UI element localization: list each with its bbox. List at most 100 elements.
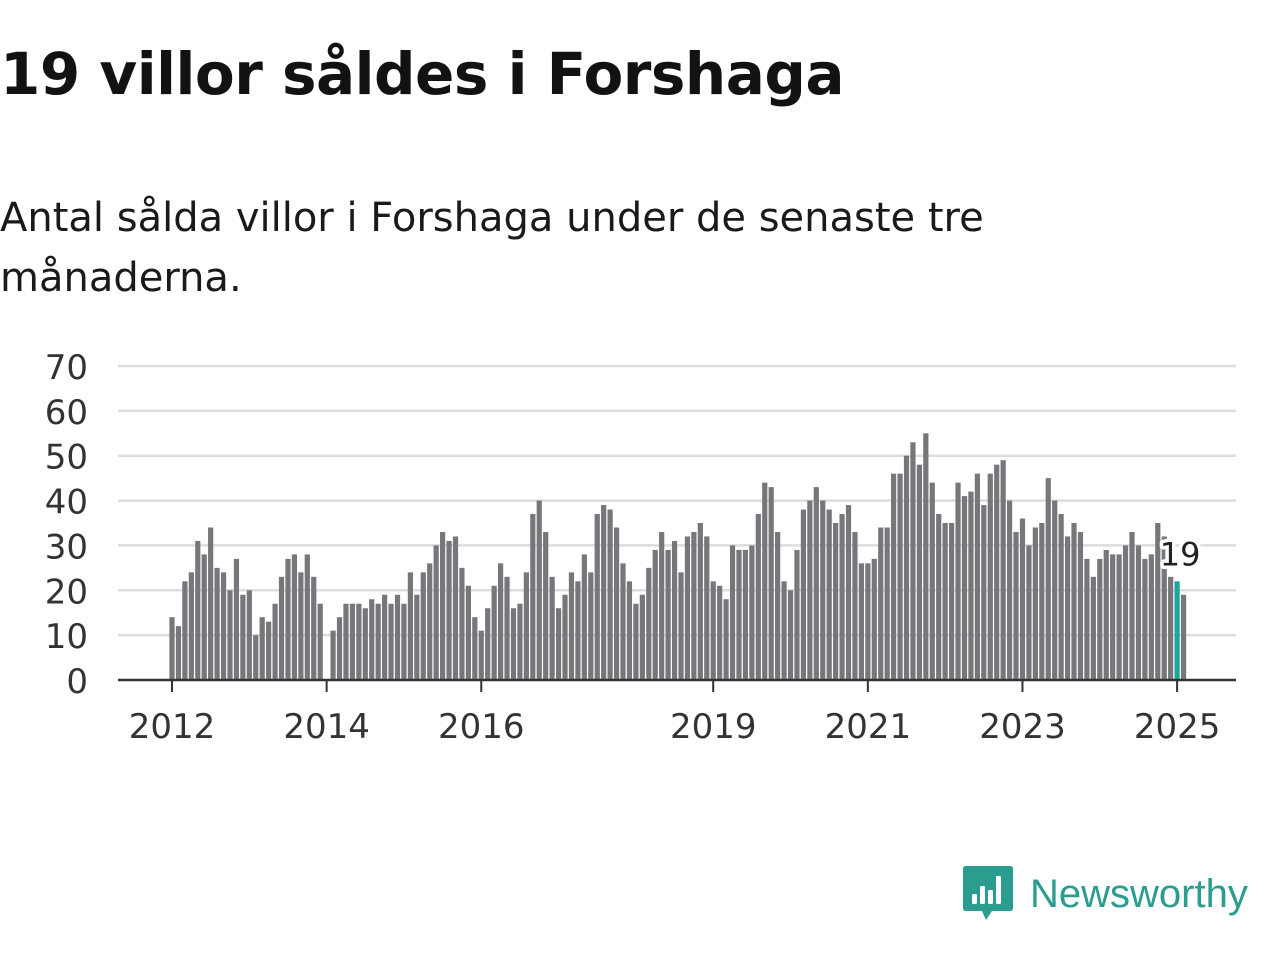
x-tick-label: 2019 [670,707,757,747]
bar [1103,549,1109,680]
bar [555,608,562,680]
annotations: 19 [1156,532,1204,577]
chart-title: 19 villor såldes i Forshaga [0,40,845,108]
bar [884,527,890,680]
bar [923,433,929,680]
bar [382,594,388,680]
bar [1135,545,1142,680]
y-tick-label: 20 [45,572,88,612]
bar [517,603,523,680]
bar [246,590,252,680]
bar [362,608,368,680]
bar [472,617,478,680]
bar [916,464,922,680]
bar [311,576,317,680]
bar [201,554,207,680]
bar [1155,523,1161,680]
bar [304,554,310,680]
bar [543,531,549,680]
bar [755,514,761,680]
bar [1090,576,1096,680]
bar [568,572,575,680]
bar [775,531,781,680]
bar [652,549,658,680]
bar [285,558,291,680]
bar [1026,545,1032,680]
bar [646,567,652,680]
highlight-value-label: 19 [1160,535,1201,573]
bar [272,603,278,680]
bar [807,500,813,680]
bar [1000,460,1006,680]
bar [330,630,336,680]
y-tick-label: 60 [45,393,88,433]
bar [407,572,413,680]
bar [826,509,832,680]
bar [491,585,497,680]
bar [414,594,420,680]
bar [800,509,807,680]
bar [1039,523,1045,680]
bar [903,455,910,680]
bar [523,572,529,680]
bar [208,527,214,680]
bar [562,594,568,680]
bar [440,531,446,680]
bar [987,473,993,680]
bar [497,563,504,680]
bar [1168,576,1174,680]
bar [697,523,703,680]
bar [833,523,839,680]
bar [536,500,542,680]
bar [601,505,607,680]
bar [684,536,691,680]
bar [1084,558,1090,680]
bar [594,514,600,680]
bar [839,514,845,680]
bar [897,473,903,680]
bar [1032,527,1038,680]
bar [336,617,343,680]
bar [1045,478,1051,680]
bar [607,509,613,680]
bar [794,549,800,680]
bar [781,581,787,680]
bar [478,630,484,680]
bar [1006,500,1013,680]
bar [420,572,426,680]
bar [291,554,298,680]
bar [356,603,362,680]
x-tick-label: 2023 [979,707,1066,747]
bar [955,482,961,680]
bar [1077,531,1084,680]
bar [530,514,536,680]
bar [427,563,433,680]
bar [994,464,1000,680]
bar [1052,500,1058,680]
bar [852,531,858,680]
bar [1058,514,1064,680]
bar [504,576,510,680]
bar [1161,536,1167,680]
newsworthy-logo-icon [963,866,1013,920]
y-tick-label: 10 [45,617,88,657]
bar [659,531,665,680]
bar [729,545,736,680]
bar [865,563,871,680]
bar [349,603,356,680]
bar [1142,558,1148,680]
x-axis [118,678,1236,692]
bar [227,590,233,680]
bar [182,581,188,680]
bar [968,491,974,680]
bar [253,635,259,680]
bar [665,549,671,680]
bar [388,603,394,680]
bar [1013,531,1019,680]
bar [1071,523,1077,680]
bar [394,594,401,680]
bar [343,603,349,680]
bar [723,599,729,680]
bar [942,523,948,680]
bar [710,581,716,680]
